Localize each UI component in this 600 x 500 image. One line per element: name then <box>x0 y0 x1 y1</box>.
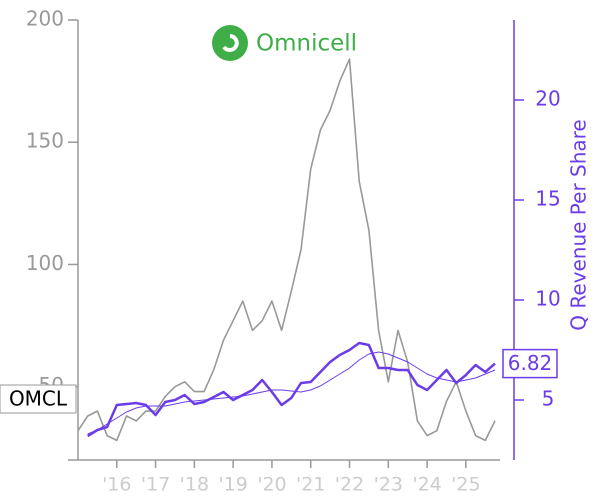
x-tick-label: '17 <box>141 474 170 496</box>
series-line <box>77 58 496 442</box>
last-value-box <box>502 348 558 379</box>
ticker-label: OMCL <box>9 387 68 411</box>
logo-icon <box>212 25 248 61</box>
y2-tick-label: 10 <box>535 287 560 311</box>
y2-tick-label: 15 <box>535 187 560 211</box>
y-tick-label: 100 <box>26 251 64 275</box>
logo-text: Omnicell <box>256 31 357 57</box>
x-tick-label: '23 <box>374 474 403 496</box>
series-line <box>87 341 496 438</box>
x-tick-label: '19 <box>218 474 247 496</box>
series-line <box>87 351 496 435</box>
y2-tick-label: 20 <box>535 87 560 111</box>
ticker-box <box>0 384 77 414</box>
x-tick-label: '24 <box>412 474 441 496</box>
x-tick-label: '21 <box>296 474 325 496</box>
x-tick-label: '16 <box>102 474 131 496</box>
y2-tick-label: 5 <box>542 387 555 411</box>
y2-axis-label: Q Revenue Per Share <box>567 119 591 331</box>
x-tick-label: '18 <box>180 474 209 496</box>
last-value-label: 6.82 <box>508 351 553 375</box>
logo: Omnicell <box>212 25 357 61</box>
x-tick-label: '22 <box>335 474 364 496</box>
y-tick-label: 150 <box>26 129 64 153</box>
x-tick-label: '25 <box>451 474 480 496</box>
logo-swirl <box>222 34 239 52</box>
x-tick-label: '20 <box>257 474 286 496</box>
y-tick-label: 200 <box>26 7 64 31</box>
